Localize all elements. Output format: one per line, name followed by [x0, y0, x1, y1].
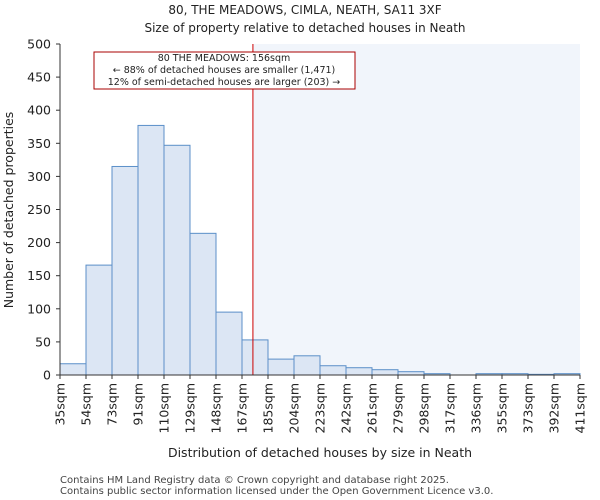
bar: [267, 358, 295, 376]
x-tick-label: 35sqm: [53, 383, 68, 426]
chart-title-line2: Size of property relative to detached ho…: [144, 21, 465, 35]
y-tick-label: 100: [27, 301, 51, 316]
x-tick-label: 204sqm: [287, 383, 302, 433]
bar: [215, 311, 243, 376]
x-tick-label: 411sqm: [573, 383, 588, 433]
bar: [189, 232, 217, 376]
x-axis-label: Distribution of detached houses by size …: [168, 445, 472, 460]
x-tick-label: 185sqm: [261, 383, 276, 433]
bar: [163, 144, 191, 376]
bar: [241, 339, 269, 376]
x-tick-label: 223sqm: [313, 383, 328, 433]
x-tick-label: 129sqm: [183, 383, 198, 433]
x-tick-label: 91sqm: [131, 383, 146, 426]
x-tick-label: 167sqm: [235, 383, 250, 433]
bar: [293, 355, 321, 376]
x-tick-label: 317sqm: [443, 383, 458, 433]
x-tick-label: 261sqm: [365, 383, 380, 433]
chart-title-line1: 80, THE MEADOWS, CIMLA, NEATH, SA11 3XF: [168, 3, 441, 17]
y-tick-label: 0: [43, 368, 51, 383]
bar: [345, 367, 373, 376]
bar: [59, 363, 87, 376]
x-tick-label: 336sqm: [469, 383, 484, 433]
x-tick-label: 54sqm: [79, 383, 94, 426]
y-tick-label: 500: [27, 37, 51, 52]
x-tick-label: 242sqm: [339, 383, 354, 433]
x-tick-label: 392sqm: [547, 383, 562, 433]
y-tick-label: 50: [35, 334, 51, 349]
y-axis-label: Number of detached properties: [1, 112, 16, 309]
y-tick-label: 300: [27, 169, 51, 184]
annotation-box: 80 THE MEADOWS: 156sqm ← 88% of detached…: [93, 51, 356, 90]
annotation-line2: ← 88% of detached houses are smaller (1,…: [113, 65, 336, 76]
y-tick-label: 200: [27, 235, 51, 250]
annotation-line3: 12% of semi-detached houses are larger (…: [108, 77, 341, 88]
x-tick-label: 148sqm: [209, 383, 224, 433]
y-tick-label: 350: [27, 136, 51, 151]
bar: [111, 165, 139, 376]
x-tick-label: 373sqm: [521, 383, 536, 433]
bar: [85, 264, 113, 376]
footer-line1: Contains HM Land Registry data © Crown c…: [60, 475, 449, 486]
x-tick-label: 110sqm: [157, 383, 172, 433]
x-tick-label: 279sqm: [391, 383, 406, 433]
x-tick-label: 73sqm: [105, 383, 120, 426]
y-tick-label: 250: [27, 202, 51, 217]
bar: [371, 369, 399, 376]
y-tick-label: 450: [27, 70, 51, 85]
y-tick-label: 400: [27, 103, 51, 118]
annotation-border: [93, 51, 356, 90]
larger-properties-region: [252, 44, 581, 375]
annotation-line1: 80 THE MEADOWS: 156sqm: [158, 53, 291, 64]
x-tick-label: 355sqm: [495, 383, 510, 433]
footer-line2: Contains public sector information licen…: [60, 486, 493, 497]
y-tick-label: 150: [27, 268, 51, 283]
bar: [137, 124, 165, 376]
x-tick-label: 298sqm: [417, 383, 432, 433]
bar: [319, 365, 347, 376]
